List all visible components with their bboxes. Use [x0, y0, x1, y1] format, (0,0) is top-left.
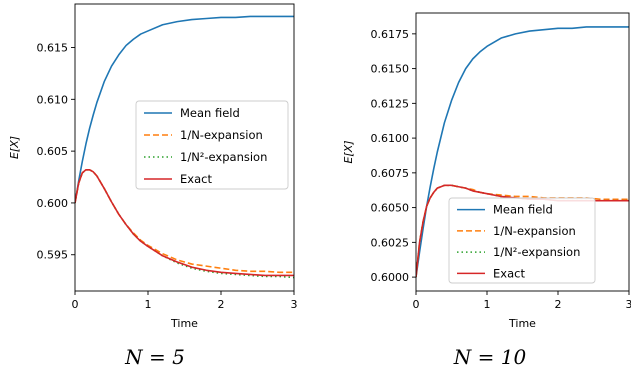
y-tick-label: 0.6075 — [371, 167, 410, 180]
legend-label: 1/N²-expansion — [493, 245, 580, 259]
legend-label: 1/N-expansion — [180, 128, 263, 142]
y-axis-label: E[X] — [8, 136, 21, 159]
y-tick-label: 0.6175 — [371, 28, 410, 41]
legend-box — [135, 100, 289, 190]
x-tick-label: 1 — [145, 298, 152, 311]
legend-label: 1/N²-expansion — [180, 150, 267, 164]
chart-1: 0 1 2 3 0.595 0.600 0.605 0.610 0.615 Time E[X] Mea… — [8, 3, 298, 369]
y-axis-label: E[X] — [342, 140, 355, 163]
legend: Mean field 1/N-expansion 1/N²-expansion Exa… — [135, 100, 289, 190]
y-tick-label: 0.615 — [37, 42, 69, 55]
x-axis-label: Time — [170, 317, 198, 330]
y-tick-label: 0.600 — [37, 197, 69, 210]
y-tick-label: 0.595 — [37, 249, 69, 262]
series-line-1 — [416, 26, 629, 278]
x-tick-label: 3 — [291, 298, 298, 311]
series-line-1 — [75, 15, 294, 204]
plot-frame — [415, 12, 630, 292]
legend-label: Exact — [493, 266, 525, 280]
y-tick-label: 0.610 — [37, 93, 69, 106]
legend-label: Mean field — [493, 203, 553, 217]
y-tick-label: 0.6100 — [371, 132, 410, 145]
series-group — [75, 15, 294, 279]
y-tick-label: 0.6025 — [371, 236, 410, 249]
chart-caption: N = 10 — [453, 345, 527, 369]
x-tick-label: 2 — [218, 298, 225, 311]
plot-frame — [74, 3, 295, 292]
y-tick-label: 0.6000 — [371, 271, 410, 284]
x-tick-label: 2 — [555, 298, 562, 311]
chart-caption: N = 5 — [124, 345, 185, 369]
x-axis-label: Time — [508, 317, 536, 330]
y-tick-label: 0.6150 — [371, 63, 410, 76]
legend: Mean field 1/N-expansion 1/N²-expansion Exa… — [448, 197, 596, 284]
legend-label: 1/N-expansion — [493, 224, 576, 238]
x-tick-label: 0 — [72, 298, 79, 311]
x-tick-label: 3 — [626, 298, 631, 311]
legend-box — [448, 197, 596, 284]
y-tick-label: 0.6050 — [371, 202, 410, 215]
legend-label: Exact — [180, 172, 212, 186]
y-tick-label: 0.605 — [37, 145, 69, 158]
legend-label: Mean field — [180, 106, 240, 120]
chart-2: 0 1 2 3 0.6000 0.6025 0.6050 0.6075 0.6100 0.6125… — [342, 12, 631, 369]
x-tick-label: 1 — [484, 298, 491, 311]
y-tick-label: 0.6125 — [371, 97, 410, 110]
x-tick-label: 0 — [413, 298, 420, 311]
series-line-4 — [75, 168, 294, 277]
